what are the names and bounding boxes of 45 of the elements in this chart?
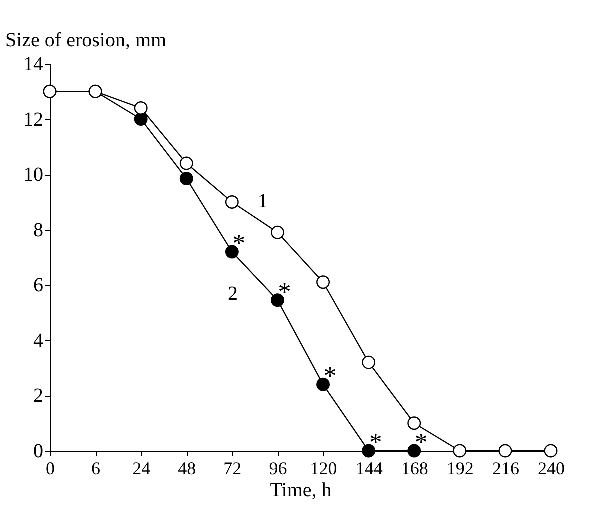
point — [180, 172, 194, 186]
point — [225, 196, 239, 209]
point — [544, 444, 558, 458]
point — [362, 356, 376, 370]
y-tick-label: 0 — [34, 440, 44, 462]
annotation: * — [324, 362, 337, 391]
point — [134, 102, 148, 115]
x-tick-label: 24 — [132, 458, 151, 478]
x-tick-label: 48 — [178, 458, 196, 478]
series-label: 1 — [258, 190, 268, 212]
x-tick-label: 240 — [538, 458, 565, 478]
x-tick-label: 120 — [310, 458, 338, 478]
y-tick-label: 14 — [24, 54, 44, 76]
y-axis-title: Size of erosion, mm — [6, 30, 168, 52]
x-tick-label: 168 — [401, 458, 428, 478]
y-tick-label: 10 — [24, 164, 44, 186]
point — [453, 444, 467, 458]
point — [271, 294, 284, 308]
annotation: * — [414, 428, 428, 457]
x-tick-label: 72 — [224, 458, 242, 478]
point — [134, 112, 148, 126]
point — [498, 444, 512, 458]
y-tick-label: 2 — [34, 385, 44, 408]
point — [271, 226, 284, 240]
x-tick-label: 96 — [269, 458, 288, 478]
y-tick-label: 12 — [24, 108, 44, 131]
point — [225, 245, 239, 259]
y-tick-label: 4 — [34, 330, 44, 352]
point — [180, 156, 194, 170]
point — [408, 416, 422, 430]
point — [316, 378, 330, 392]
x-tick-label: 6 — [92, 458, 101, 478]
point — [316, 276, 330, 290]
annotation: * — [278, 277, 292, 306]
x-axis-title: Time, h — [270, 480, 332, 502]
y-tick-label: 8 — [34, 219, 44, 242]
annotation: * — [369, 428, 382, 457]
point — [408, 444, 422, 458]
series-label: 2 — [228, 283, 238, 306]
point — [362, 444, 376, 458]
x-tick-label: 144 — [356, 458, 383, 478]
y-tick-label: 6 — [34, 274, 44, 297]
annotation: * — [232, 228, 246, 258]
x-tick-label: 216 — [492, 458, 520, 478]
x-tick-label: 192 — [446, 458, 474, 478]
